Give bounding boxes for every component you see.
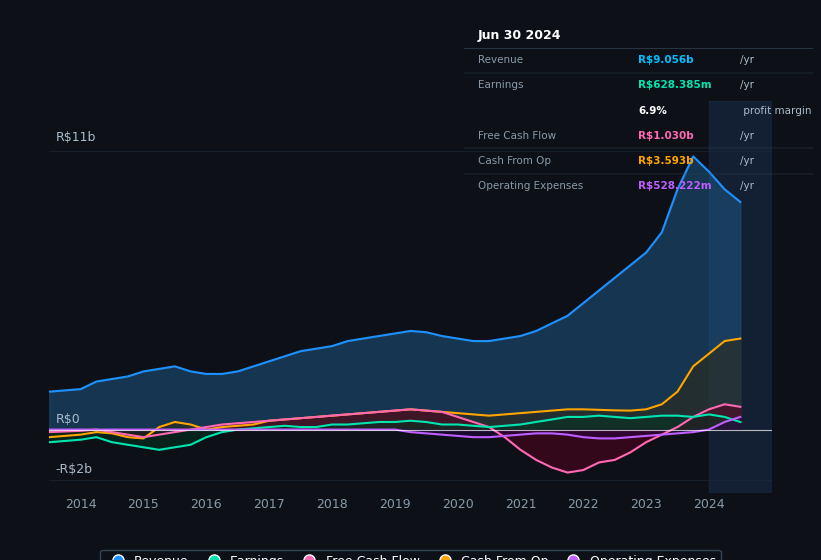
Text: R$3.593b: R$3.593b [639,156,694,166]
Text: /yr: /yr [740,156,754,166]
Text: R$0: R$0 [56,413,80,426]
Text: profit margin: profit margin [740,106,811,115]
Text: Revenue: Revenue [478,55,523,65]
Text: R$11b: R$11b [56,131,96,144]
Text: /yr: /yr [740,81,754,90]
Text: Cash From Op: Cash From Op [478,156,551,166]
Text: /yr: /yr [740,131,754,141]
Legend: Revenue, Earnings, Free Cash Flow, Cash From Op, Operating Expenses: Revenue, Earnings, Free Cash Flow, Cash … [100,550,721,560]
Text: R$9.056b: R$9.056b [639,55,694,65]
Text: R$628.385m: R$628.385m [639,81,712,90]
Bar [709,101,772,493]
Text: /yr: /yr [740,181,754,191]
Text: R$1.030b: R$1.030b [639,131,694,141]
Text: Operating Expenses: Operating Expenses [478,181,583,191]
Text: Jun 30 2024: Jun 30 2024 [478,29,562,41]
Text: R$528.222m: R$528.222m [639,181,712,191]
Text: /yr: /yr [740,55,754,65]
Text: -R$2b: -R$2b [56,463,93,477]
Text: Free Cash Flow: Free Cash Flow [478,131,556,141]
Text: 6.9%: 6.9% [639,106,667,115]
Text: Earnings: Earnings [478,81,523,90]
